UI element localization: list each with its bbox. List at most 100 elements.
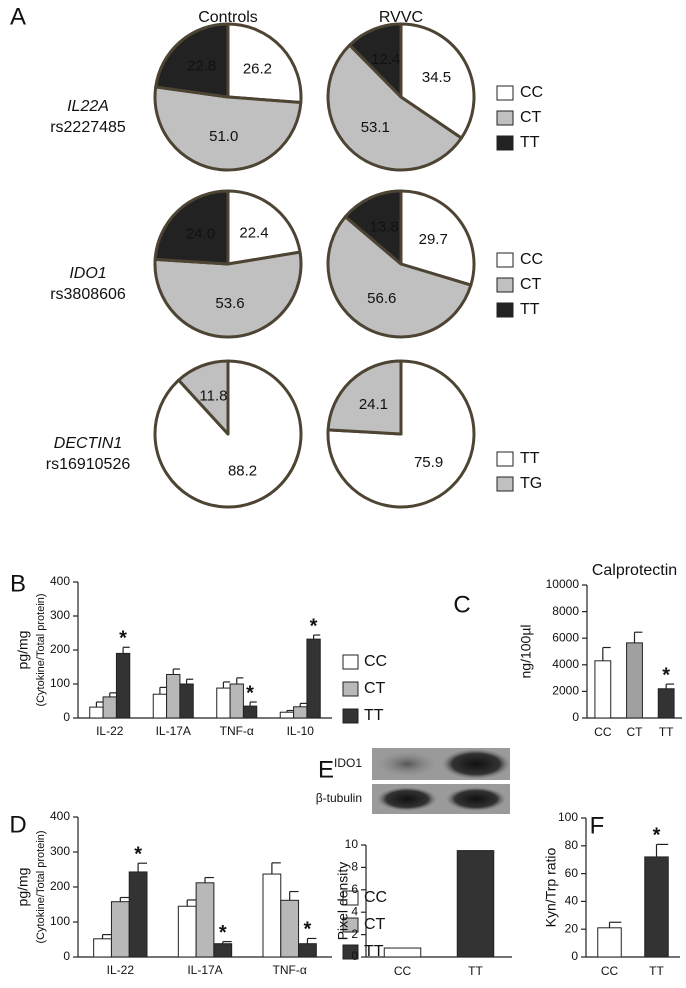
bar	[279, 711, 295, 719]
slice-label: 88.2	[228, 462, 257, 479]
legend-swatch	[496, 85, 514, 101]
pie-slice	[326, 215, 473, 339]
x-tick-label: IL-17A	[156, 724, 191, 738]
panel-label: C	[453, 591, 470, 618]
slice-label: 56.6	[367, 290, 396, 307]
row-sublabel: rs16910526	[46, 456, 131, 473]
y-tick-label: 6000	[552, 630, 579, 644]
row-sublabel: rs2227485	[50, 119, 126, 136]
legend-swatch	[496, 110, 514, 126]
bar	[110, 901, 130, 958]
legend-label: CC	[364, 889, 387, 906]
legend-swatch	[496, 252, 514, 268]
y-tick-label: 40	[565, 894, 579, 908]
slice-label: 22.4	[239, 224, 268, 241]
y-tick-label: 20	[565, 921, 579, 935]
x-tick-label: TT	[649, 964, 664, 978]
pie-slice	[343, 189, 403, 266]
legend-label: TT	[520, 301, 540, 318]
y-tick-label: 4	[351, 904, 358, 918]
legend-swatch	[342, 917, 359, 933]
pie-slice	[326, 43, 463, 172]
slice-label: 34.5	[422, 69, 451, 86]
bar	[306, 638, 321, 719]
bar	[293, 706, 308, 719]
slice-label: 29.7	[419, 231, 448, 248]
bar	[216, 687, 231, 719]
legend-label: TT	[364, 707, 384, 724]
pie-slice	[154, 22, 230, 99]
slice-label: 75.9	[414, 454, 443, 471]
x-tick-label: IL-22	[107, 963, 135, 977]
y-tick-label: 100	[558, 810, 578, 824]
pie-slice	[226, 189, 302, 266]
legend-swatch	[496, 302, 514, 318]
bar	[262, 873, 282, 958]
legend-swatch	[342, 708, 359, 724]
column-title: RVVC	[379, 9, 423, 26]
legend-label: CT	[364, 680, 386, 697]
y-tick-label: 8000	[552, 604, 579, 618]
bar	[166, 673, 181, 719]
bar	[152, 693, 168, 719]
y-tick-label: 0	[571, 949, 578, 963]
slice-label: 22.8	[187, 58, 216, 75]
y-axis-label: Kyn/Trp ratio	[543, 847, 559, 927]
bar	[242, 705, 258, 719]
pie-slice	[399, 22, 476, 140]
bar	[383, 947, 422, 958]
bar	[229, 683, 244, 719]
x-tick-label: IL-17A	[187, 963, 222, 977]
y-tick-label: 60	[565, 866, 579, 880]
legend-swatch	[342, 654, 359, 670]
legend-swatch	[496, 135, 514, 151]
bar	[115, 652, 131, 719]
bar	[89, 706, 104, 719]
bar	[280, 899, 300, 958]
y-axis-label: ng/100µl	[518, 625, 534, 679]
y-tick-label: 80	[565, 838, 579, 852]
slice-label: 26.2	[243, 61, 272, 78]
legend-label: CT	[364, 916, 386, 933]
y-tick-label: 400	[50, 809, 70, 823]
legend-label: CC	[520, 84, 543, 101]
y-tick-label: 0	[572, 710, 579, 724]
y-axis-label: Pixel density	[335, 862, 351, 941]
blot-label: IDO1	[334, 756, 362, 770]
blot-spot	[377, 787, 437, 811]
y-axis-label: (Cytokine/Total protein)	[35, 830, 47, 943]
slice-label: 51.0	[209, 128, 238, 145]
panel-label: F	[590, 812, 605, 839]
x-tick-label: CC	[394, 964, 412, 978]
pie-slice	[153, 85, 303, 172]
legend-label: CC	[520, 251, 543, 268]
slice-label: 53.6	[215, 295, 244, 312]
blot-spot	[442, 749, 510, 779]
significance-mark: *	[246, 682, 254, 704]
x-tick-label: CC	[594, 725, 612, 739]
significance-mark: *	[119, 628, 127, 650]
legend-swatch	[342, 944, 359, 960]
y-tick-label: 200	[50, 879, 70, 893]
chart-title: Calprotectin	[592, 562, 677, 579]
legend-label: TT	[364, 943, 384, 960]
bar	[179, 683, 194, 719]
slice-label: 13.8	[370, 219, 399, 236]
legend-swatch	[496, 476, 514, 492]
y-tick-label: 8	[351, 860, 358, 874]
bar	[298, 943, 317, 958]
significance-mark: *	[304, 919, 312, 941]
pie-slice	[326, 359, 403, 436]
pie-slice	[226, 22, 303, 104]
slice-label: 24.0	[186, 226, 215, 243]
legend-label: CT	[520, 276, 542, 293]
legend-swatch	[496, 451, 514, 467]
y-tick-label: 10000	[546, 577, 580, 591]
y-tick-label: 400	[50, 574, 70, 588]
bar	[213, 943, 233, 958]
bar	[657, 688, 675, 719]
legend-swatch	[496, 277, 514, 293]
x-tick-label: CT	[627, 725, 644, 739]
significance-mark: *	[662, 664, 670, 686]
